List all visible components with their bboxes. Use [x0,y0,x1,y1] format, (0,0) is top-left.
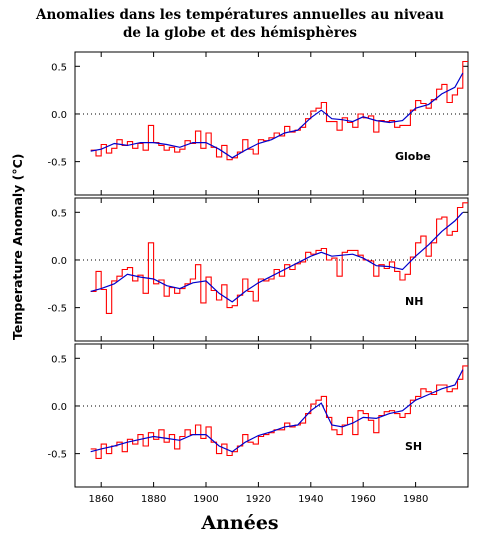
annual-series-nh [90,202,468,314]
plot-frame-sh [74,343,469,488]
annual-series-globe [90,60,468,161]
panel-label-sh: SH [405,440,422,453]
x-tick-label: 1860 [88,494,113,505]
plot-frame-nh [74,197,469,342]
x-tick-label: 1960 [350,494,375,505]
smoothed-series-nh [90,211,464,303]
y-tick-label-nh: -0.5 [47,304,67,315]
y-tick-label-sh: -0.5 [47,450,67,461]
x-tick-label: 1900 [193,494,218,505]
panel-label-globe: Globe [395,150,431,163]
smoothed-series-sh [90,369,464,453]
y-tick-label-globe: -0.5 [47,158,67,169]
x-tick-label: 1980 [403,494,428,505]
y-tick-label-globe: 0.5 [51,62,67,73]
y-tick-label-globe: 0.0 [51,110,67,121]
x-tick-label: 1880 [141,494,166,505]
chart-title: Anomalies dans les températures annuelle… [0,6,480,42]
y-tick-label-nh: 0.0 [51,256,67,267]
x-tick-label: 1940 [298,494,323,505]
y-axis-label: Temperature Anomaly (°C) [10,153,25,340]
smoothed-series-globe [90,72,464,159]
x-tick-label: 1920 [246,494,271,505]
chart-title-line-2: de la globe et des hémisphères [122,25,358,41]
x-axis-label: Années [201,512,279,534]
y-tick-label-sh: 0.5 [51,354,67,365]
panel-label-nh: NH [405,295,423,308]
chart-title-line-1: Anomalies dans les températures annuelle… [36,7,444,23]
y-tick-label-nh: 0.5 [51,208,67,219]
y-tick-label-sh: 0.0 [51,402,67,413]
plot-frame-globe [74,51,469,196]
